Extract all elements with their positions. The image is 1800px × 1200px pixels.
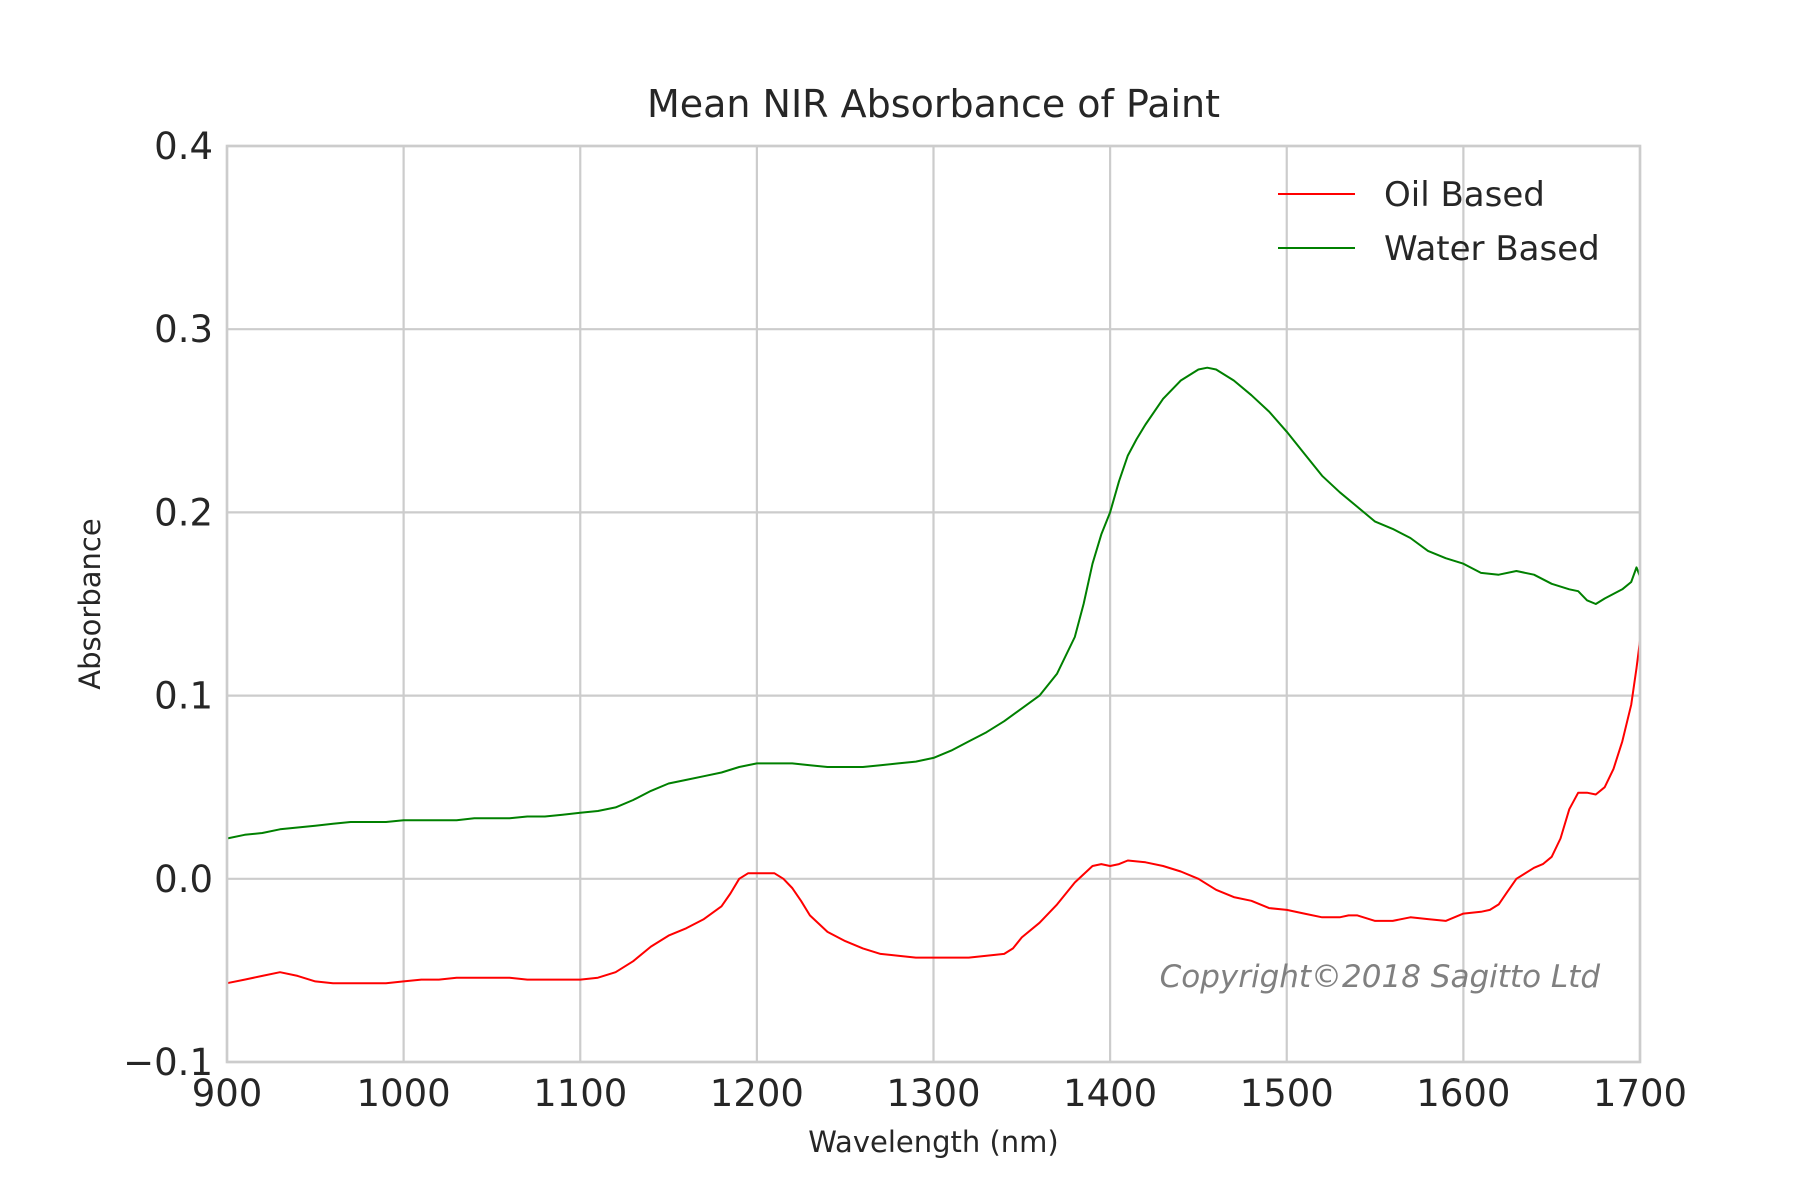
x-tick-labels: 900 1000 1100 1200 1300 1400 1500 1600 1700 (192, 1072, 1687, 1115)
x-tick-label: 1200 (710, 1072, 804, 1115)
x-tick-label: 1300 (886, 1072, 980, 1115)
x-axis-label: Wavelength (nm) (808, 1125, 1059, 1159)
y-tick-label: −0.1 (123, 1041, 213, 1084)
series-line-water-based (226, 366, 1641, 840)
legend-label: Water Based (1384, 229, 1600, 269)
plot-lines (226, 366, 1641, 985)
x-tick-label: 1500 (1240, 1072, 1334, 1115)
plot-frame (225, 144, 1642, 1064)
x-tick-label: 1100 (533, 1072, 627, 1115)
chart-title: Mean NIR Absorbance of Paint (647, 82, 1220, 126)
copyright-watermark: Copyright©2018 Sagitto Ltd (1160, 959, 1601, 995)
y-tick-label: 0.3 (154, 308, 213, 351)
y-tick-labels: −0.1 0.0 0.1 0.2 0.3 0.4 (123, 125, 213, 1084)
legend: Oil Based Water Based (1278, 175, 1600, 269)
series-line-oil-based (226, 639, 1641, 985)
y-tick-label: 0.2 (154, 491, 213, 534)
x-tick-label: 1700 (1593, 1072, 1687, 1115)
y-tick-label: 0.1 (154, 675, 213, 718)
y-tick-label: 0.4 (154, 125, 213, 168)
y-axis-label: Absorbance (73, 518, 107, 689)
x-tick-label: 1600 (1416, 1072, 1510, 1115)
x-tick-label: 1000 (357, 1072, 451, 1115)
x-tick-label: 900 (192, 1072, 263, 1115)
y-tick-label: 0.0 (154, 858, 213, 901)
legend-label: Oil Based (1384, 175, 1545, 215)
x-tick-label: 1400 (1063, 1072, 1157, 1115)
